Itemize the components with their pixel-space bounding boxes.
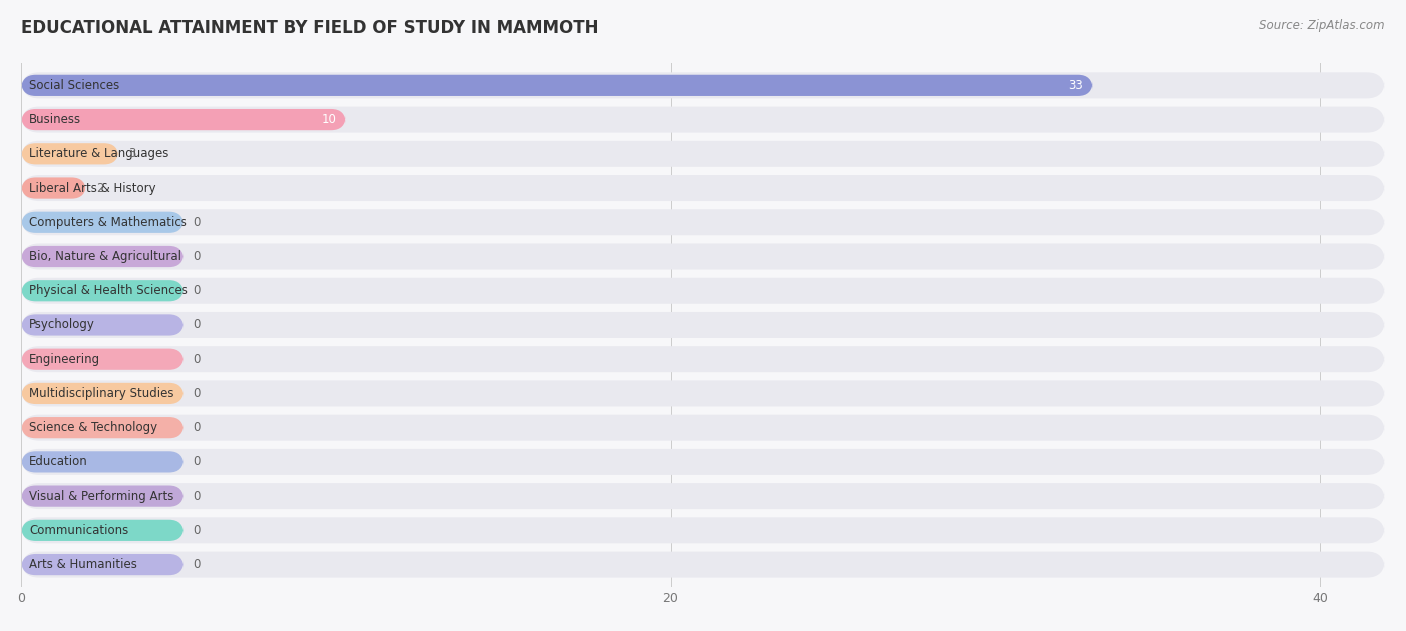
FancyBboxPatch shape [21, 141, 1385, 167]
Text: Visual & Performing Arts: Visual & Performing Arts [30, 490, 173, 503]
Text: 0: 0 [193, 319, 201, 331]
Text: 0: 0 [193, 558, 201, 571]
Text: 0: 0 [193, 456, 201, 468]
FancyBboxPatch shape [21, 211, 183, 233]
FancyBboxPatch shape [21, 346, 1385, 372]
Text: 0: 0 [193, 353, 201, 366]
Text: Multidisciplinary Studies: Multidisciplinary Studies [30, 387, 174, 400]
Text: Bio, Nature & Agricultural: Bio, Nature & Agricultural [30, 250, 181, 263]
FancyBboxPatch shape [21, 314, 183, 336]
Text: Engineering: Engineering [30, 353, 100, 366]
Text: 0: 0 [193, 250, 201, 263]
FancyBboxPatch shape [21, 246, 183, 267]
Text: Arts & Humanities: Arts & Humanities [30, 558, 136, 571]
Text: Communications: Communications [30, 524, 128, 537]
FancyBboxPatch shape [21, 74, 1092, 96]
Text: 0: 0 [193, 216, 201, 229]
Text: 0: 0 [193, 284, 201, 297]
Text: 3: 3 [128, 147, 135, 160]
Text: 0: 0 [193, 490, 201, 503]
FancyBboxPatch shape [21, 551, 1385, 577]
Text: 10: 10 [321, 113, 336, 126]
FancyBboxPatch shape [21, 280, 183, 302]
FancyBboxPatch shape [21, 109, 346, 130]
Text: 0: 0 [193, 421, 201, 434]
FancyBboxPatch shape [21, 278, 1385, 304]
FancyBboxPatch shape [21, 554, 183, 575]
FancyBboxPatch shape [21, 348, 183, 370]
FancyBboxPatch shape [21, 312, 1385, 338]
FancyBboxPatch shape [21, 107, 1385, 133]
FancyBboxPatch shape [21, 449, 1385, 475]
FancyBboxPatch shape [21, 175, 1385, 201]
Text: Psychology: Psychology [30, 319, 96, 331]
FancyBboxPatch shape [21, 383, 183, 404]
Text: 0: 0 [193, 387, 201, 400]
Text: 0: 0 [193, 524, 201, 537]
FancyBboxPatch shape [21, 517, 1385, 543]
FancyBboxPatch shape [21, 415, 1385, 440]
Text: Business: Business [30, 113, 82, 126]
FancyBboxPatch shape [21, 143, 118, 165]
Text: Physical & Health Sciences: Physical & Health Sciences [30, 284, 188, 297]
FancyBboxPatch shape [21, 417, 183, 439]
Text: Education: Education [30, 456, 89, 468]
FancyBboxPatch shape [21, 380, 1385, 406]
FancyBboxPatch shape [21, 177, 86, 199]
Text: Social Sciences: Social Sciences [30, 79, 120, 92]
Text: Science & Technology: Science & Technology [30, 421, 157, 434]
Text: Computers & Mathematics: Computers & Mathematics [30, 216, 187, 229]
Text: 33: 33 [1069, 79, 1083, 92]
Text: Source: ZipAtlas.com: Source: ZipAtlas.com [1260, 19, 1385, 32]
FancyBboxPatch shape [21, 73, 1385, 98]
Text: EDUCATIONAL ATTAINMENT BY FIELD OF STUDY IN MAMMOTH: EDUCATIONAL ATTAINMENT BY FIELD OF STUDY… [21, 19, 599, 37]
FancyBboxPatch shape [21, 209, 1385, 235]
Text: Literature & Languages: Literature & Languages [30, 147, 169, 160]
FancyBboxPatch shape [21, 485, 183, 507]
FancyBboxPatch shape [21, 520, 183, 541]
Text: Liberal Arts & History: Liberal Arts & History [30, 182, 156, 194]
FancyBboxPatch shape [21, 451, 183, 473]
Text: 2: 2 [96, 182, 103, 194]
FancyBboxPatch shape [21, 244, 1385, 269]
FancyBboxPatch shape [21, 483, 1385, 509]
